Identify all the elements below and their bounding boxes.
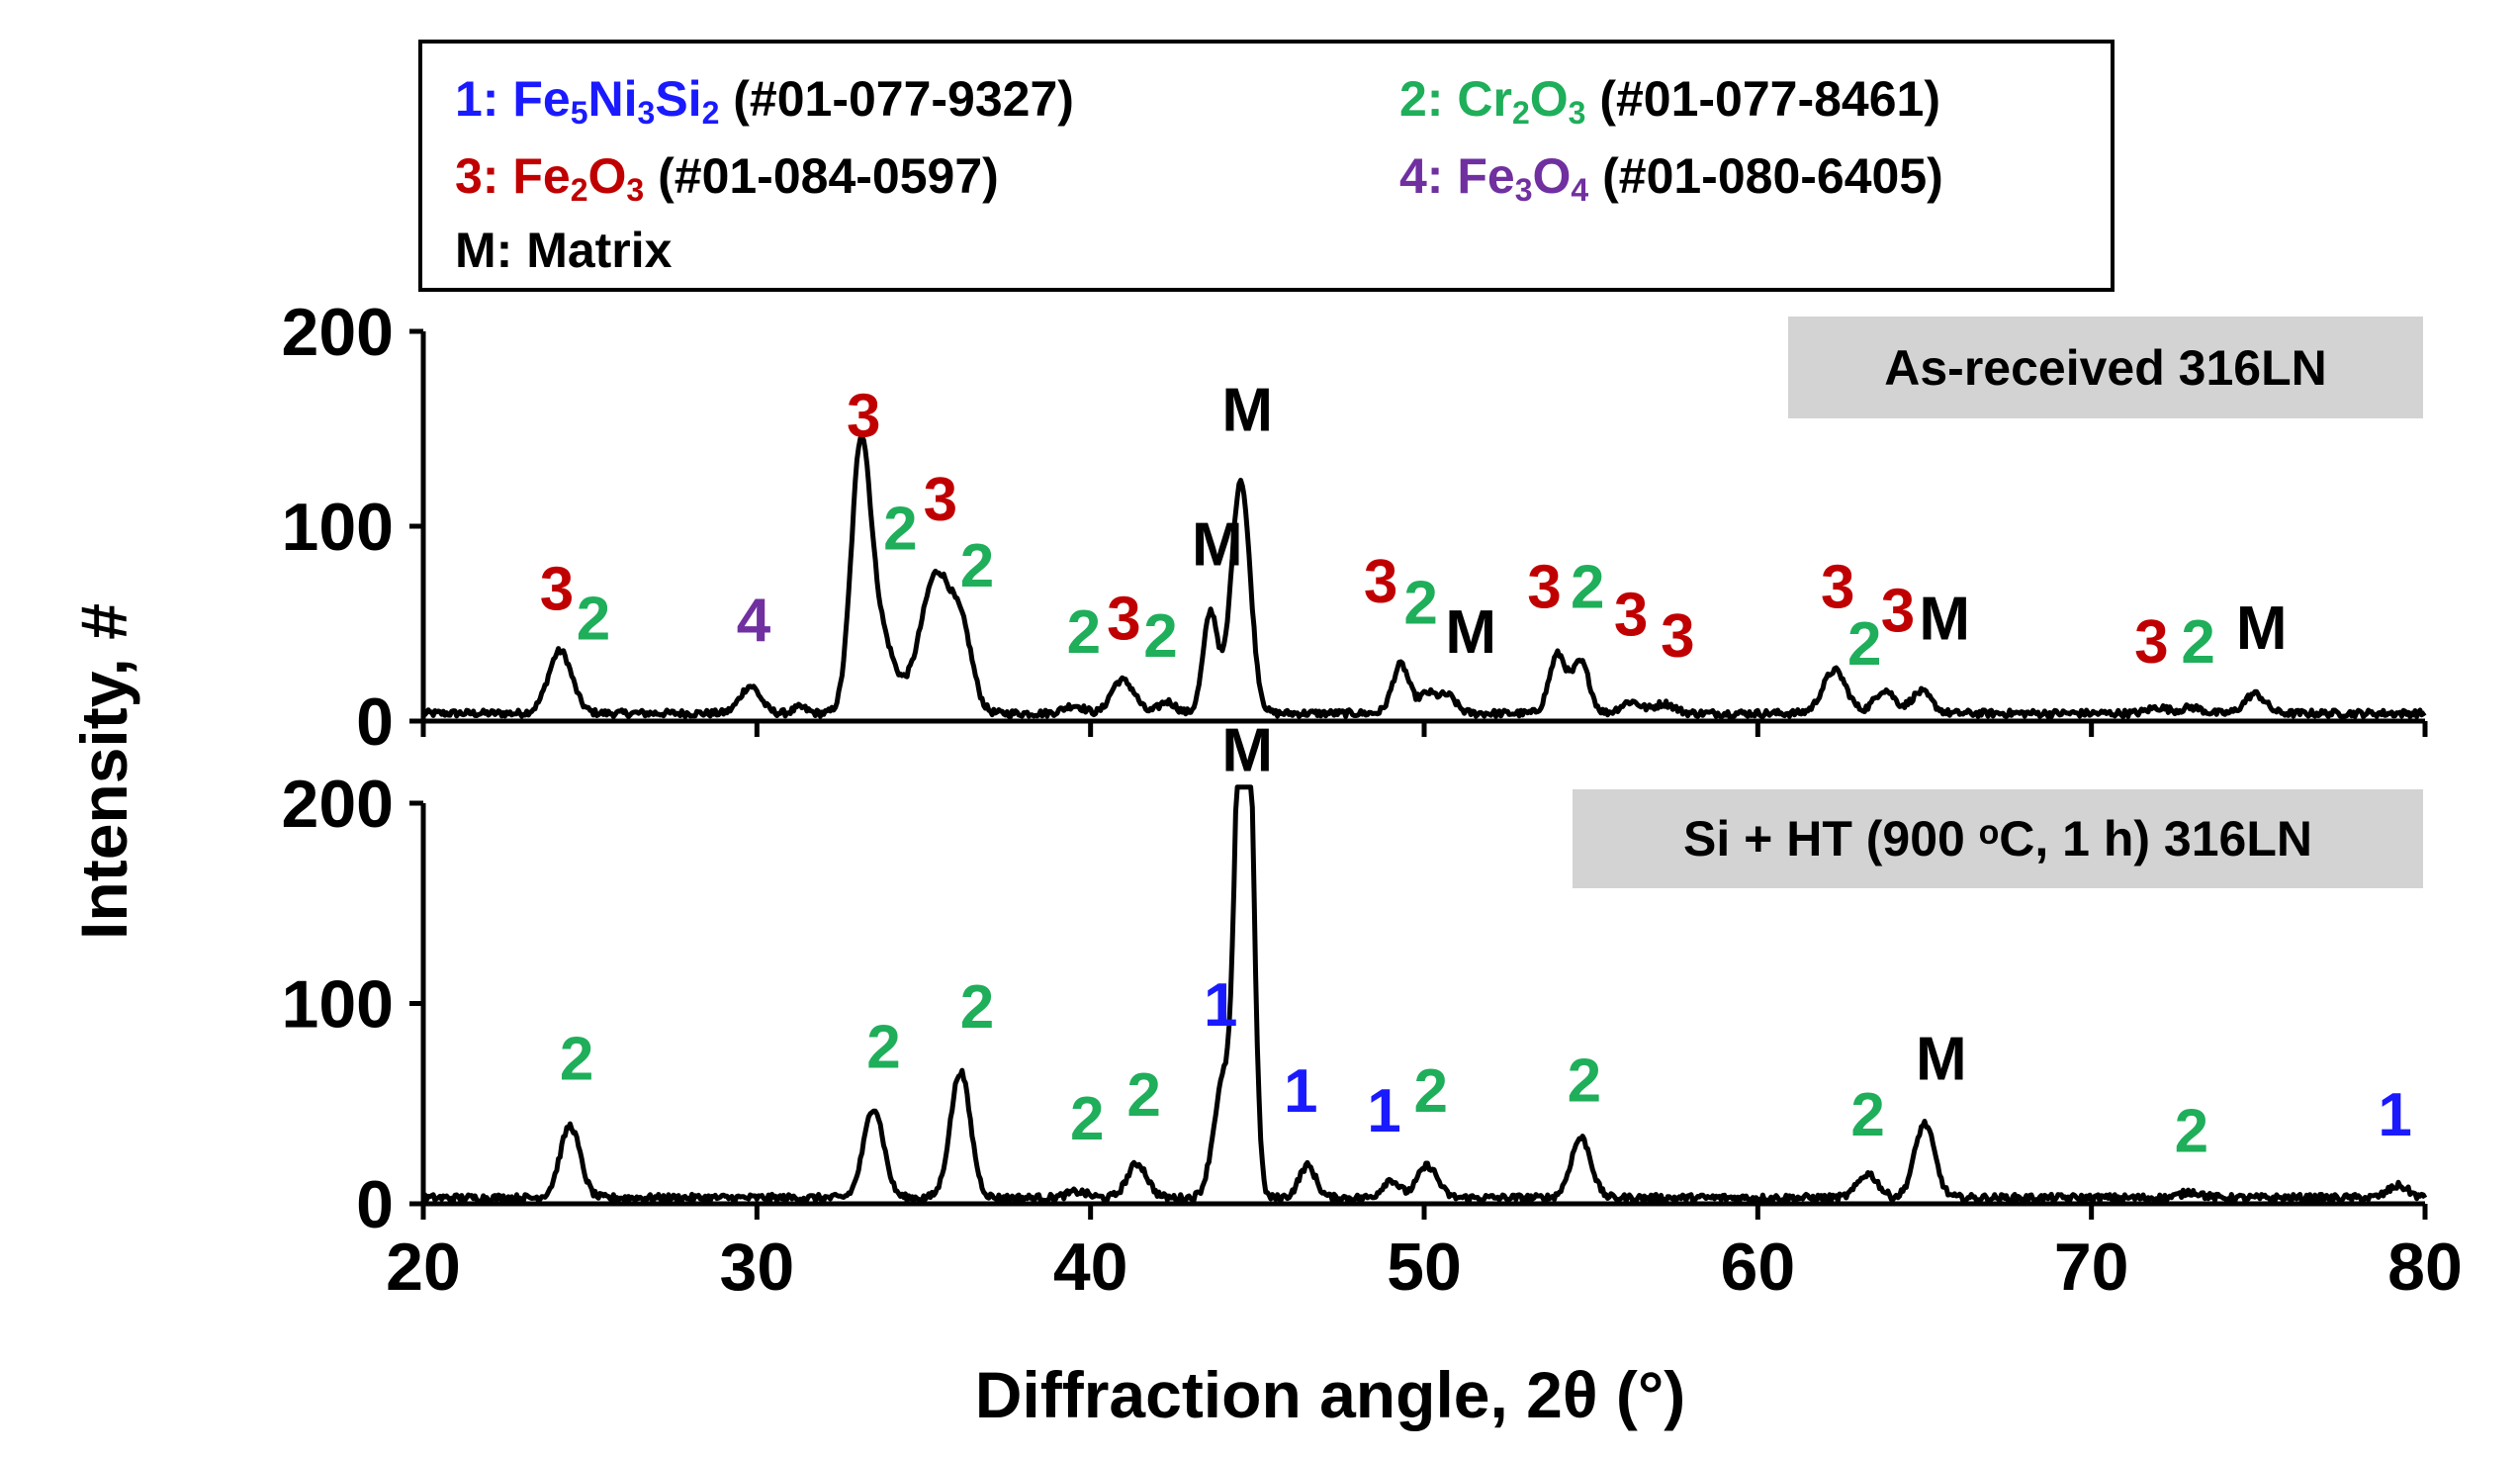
legend-item-2-label: 2: Cr2O3 <box>1399 71 1586 131</box>
peak-label-1-7: 1 <box>1284 1057 1317 1126</box>
legend-item-3: 3: Fe2O3 (#01-084-0597) <box>455 148 999 208</box>
y-axis-label: Intensity, # <box>67 603 140 940</box>
legend-item-m-label: M: Matrix <box>455 223 673 278</box>
peak-label-1-8: 1 <box>1367 1077 1400 1145</box>
peak-label-0-0: 3 <box>540 556 574 624</box>
peak-label-0-20: 2 <box>1847 610 1881 679</box>
peak-label-0-10: M <box>1192 510 1243 579</box>
y-tick-label-0: 100 <box>282 490 394 565</box>
panel-label-bottom-text: Si + HT (900 ᵒC, 1 h) 316LN <box>1683 811 2312 866</box>
peak-label-0-13: 2 <box>1403 570 1437 638</box>
peak-label-0-9: 2 <box>1143 602 1177 671</box>
y-tick-label-0: 200 <box>282 295 394 370</box>
peak-label-0-21: 3 <box>1881 577 1915 645</box>
y-tick-label-0: 0 <box>356 684 394 760</box>
x-tick-label: 80 <box>2387 1229 2463 1305</box>
peak-label-1-12: M <box>1916 1025 1967 1093</box>
legend-item-1: 1: Fe5Ni3Si2 (#01-077-9327) <box>455 71 1074 131</box>
x-tick-label: 40 <box>1053 1229 1128 1305</box>
y-tick-label-1: 100 <box>282 967 394 1043</box>
legend-item-3-label: 3: Fe2O3 <box>455 148 645 208</box>
legend-box <box>418 40 2115 292</box>
peak-label-1-13: 2 <box>2175 1097 2208 1165</box>
peak-label-0-17: 3 <box>1614 581 1648 649</box>
legend-item-4-ref: (#01-080-6405) <box>1588 148 1943 204</box>
peak-label-1-0: 2 <box>560 1025 593 1093</box>
peak-label-0-16: 2 <box>1571 554 1604 622</box>
peak-label-1-14: 1 <box>2378 1081 2411 1149</box>
peak-label-0-3: 3 <box>847 382 880 450</box>
peak-label-1-4: 2 <box>1126 1061 1160 1130</box>
peak-label-0-25: M <box>2236 594 2288 663</box>
peak-label-0-7: 2 <box>1067 598 1101 667</box>
peak-label-0-23: 3 <box>2134 608 2168 677</box>
legend-item-2: 2: Cr2O3 (#01-077-8461) <box>1399 71 1941 131</box>
peak-label-0-6: 2 <box>960 532 994 600</box>
x-tick-label: 20 <box>386 1229 461 1305</box>
series-line-0 <box>420 433 2427 720</box>
x-tick-label: 50 <box>1387 1229 1462 1305</box>
peak-label-1-5: 1 <box>1204 971 1237 1040</box>
series-line-1 <box>420 784 2428 1204</box>
peak-label-1-3: 2 <box>1070 1085 1104 1153</box>
peak-label-1-10: 2 <box>1568 1047 1601 1116</box>
legend-item-1-label: 1: Fe5Ni3Si2 <box>455 71 720 131</box>
peak-label-0-4: 2 <box>883 496 917 564</box>
peak-label-0-2: 4 <box>737 587 771 655</box>
peak-label-0-24: 2 <box>2181 608 2214 677</box>
legend-item-2-ref: (#01-077-8461) <box>1585 71 1941 127</box>
peak-label-1-11: 2 <box>1850 1081 1884 1149</box>
legend-item-4-label: 4: Fe3O4 <box>1399 148 1589 208</box>
peak-label-0-8: 3 <box>1107 585 1140 653</box>
legend-item-m: M: Matrix <box>455 226 672 275</box>
peak-label-1-9: 2 <box>1414 1057 1448 1126</box>
peak-label-1-1: 2 <box>866 1013 900 1081</box>
panel-label-top: As-received 316LN <box>1788 317 2423 418</box>
peak-label-0-18: 3 <box>1661 602 1694 671</box>
legend-item-1-ref: (#01-077-9327) <box>719 71 1074 127</box>
x-tick-label: 60 <box>1721 1229 1796 1305</box>
legend-item-4: 4: Fe3O4 (#01-080-6405) <box>1399 148 1943 208</box>
y-tick-label-1: 0 <box>356 1167 394 1242</box>
peak-label-0-11: M <box>1221 376 1273 444</box>
y-tick-label-1: 200 <box>282 767 394 842</box>
peak-label-0-19: 3 <box>1821 554 1854 622</box>
peak-label-0-12: 3 <box>1364 548 1397 616</box>
x-tick-label: 30 <box>720 1229 795 1305</box>
peak-label-0-14: M <box>1445 598 1496 667</box>
peak-label-0-5: 3 <box>924 466 957 534</box>
peak-label-0-1: 2 <box>577 585 610 653</box>
x-tick-label: 70 <box>2054 1229 2129 1305</box>
x-axis-label: Diffraction angle, 2θ (°) <box>974 1358 1686 1431</box>
peak-label-1-6: M <box>1221 717 1273 785</box>
peak-label-0-15: 3 <box>1527 554 1561 622</box>
panel-label-bottom: Si + HT (900 ᵒC, 1 h) 316LN <box>1573 789 2423 888</box>
peak-label-0-22: M <box>1919 585 1970 653</box>
panel-label-top-text: As-received 316LN <box>1884 339 2327 396</box>
peak-label-1-2: 2 <box>960 973 994 1042</box>
legend-item-3-ref: (#01-084-0597) <box>644 148 999 204</box>
